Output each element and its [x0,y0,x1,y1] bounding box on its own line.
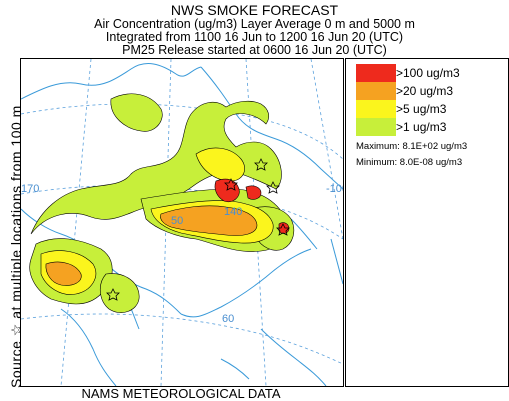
legend-item-gt1: >1 ug/m3 [356,118,446,136]
legend-swatch-yellow [356,100,396,118]
forecast-title: NWS SMOKE FORECAST [170,2,339,18]
plume-gt20 [45,205,258,286]
smoke-map: 170 140 -100 50 60 [20,58,344,387]
legend-panel: >100 ug/m3 >20 ug/m3 >5 ug/m3 >1 ug/m3 M… [345,58,509,387]
lon-label-100: -100 [326,183,343,195]
source-side-label: Source ☆ at multiple locations from 100 … [0,76,24,388]
legend-swatch-green [356,118,396,136]
legend-label-gt100: >100 ug/m3 [396,66,460,80]
lon-label-140: 140 [224,206,242,218]
met-data-footer: NAMS METEOROLOGICAL DATA [81,386,281,401]
legend-maximum: Maximum: 8.1E+02 ug/m3 [356,141,468,152]
smoke-map-svg: 170 140 -100 50 60 [21,59,343,386]
lat-label-60: 60 [222,313,234,325]
plume-gt100 [214,178,290,234]
legend-item-gt20: >20 ug/m3 [356,82,453,100]
legend-label-gt20: >20 ug/m3 [396,84,454,98]
legend-minimum: Minimum: 8.0E-08 ug/m3 [356,157,463,168]
legend-label-gt1: >1 ug/m3 [396,120,447,134]
subtitle-release: PM25 Release started at 0600 16 Jun 20 (… [122,43,387,57]
legend-item-gt100: >100 ug/m3 [356,64,460,82]
legend-swatch-red [356,64,396,82]
legend-item-gt5: >5 ug/m3 [356,100,446,118]
subtitle-concentration: Air Concentration (ug/m3) Layer Average … [94,17,415,31]
lon-label-170: 170 [21,183,39,195]
lat-label-50: 50 [171,215,183,227]
source-markers [106,158,290,301]
subtitle-integration: Integrated from 1100 16 Jun to 1200 16 J… [105,30,404,44]
legend-label-gt5: >5 ug/m3 [396,102,447,116]
legend-swatch-orange [356,82,396,100]
